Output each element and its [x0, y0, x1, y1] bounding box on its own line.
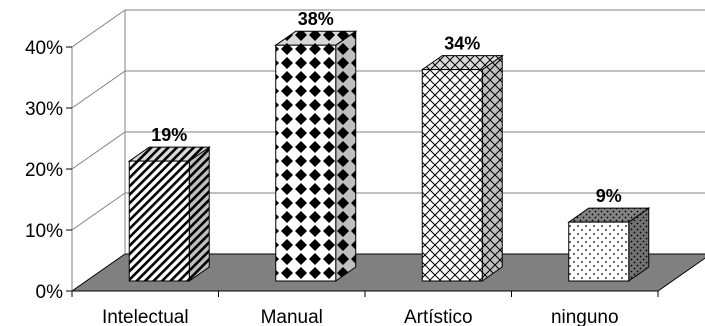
bar-intelectual	[127, 146, 211, 282]
data-label: 34%	[444, 34, 480, 54]
floor-plane	[70, 253, 705, 292]
bar-front-face	[275, 44, 337, 282]
y-axis	[66, 46, 659, 297]
y-tick-labels: 0% 10% 20% 30% 40%	[25, 38, 63, 303]
gridline-side	[71, 9, 126, 48]
y-tick-label: 40%	[25, 38, 63, 59]
y-tick-label: 20%	[25, 160, 63, 181]
bar-side-shade	[335, 31, 356, 282]
bar-manual	[274, 30, 358, 282]
chart-back-wall	[71, 9, 705, 254]
gridline-side	[71, 70, 126, 109]
category-label: Intelectual	[102, 307, 189, 326]
bar-ninguno	[567, 207, 651, 282]
bar-side-shade	[189, 147, 210, 281]
data-label: 9%	[596, 186, 622, 206]
bar-front-face	[128, 160, 190, 282]
y-tick-label: 10%	[25, 221, 63, 242]
category-label: Manual	[261, 307, 323, 326]
y-tick-label: 30%	[25, 99, 63, 120]
gridline-side	[71, 131, 126, 170]
bar-top-shade	[275, 31, 356, 46]
bar-front-face	[568, 221, 630, 282]
category-labels: Intelectual Manual Artístico ninguno	[102, 307, 619, 326]
bar-artístico	[420, 54, 504, 282]
y-tick-label: 0%	[36, 282, 64, 303]
bar-front-face	[421, 69, 483, 282]
data-labels: 19% 38% 34% 9%	[151, 9, 622, 206]
category-label: Artístico	[404, 307, 473, 326]
gridline-side	[71, 192, 126, 231]
data-label: 19%	[151, 125, 187, 145]
bar-top-shade	[129, 147, 210, 162]
bar-top-shade	[422, 55, 503, 70]
category-label: ninguno	[551, 307, 619, 326]
bar-side-shade	[482, 55, 503, 281]
data-label: 38%	[298, 9, 334, 29]
chart-floor	[70, 253, 705, 292]
bar-side-shade	[628, 208, 649, 281]
bar-top-shade	[568, 208, 649, 223]
bars	[127, 30, 651, 282]
